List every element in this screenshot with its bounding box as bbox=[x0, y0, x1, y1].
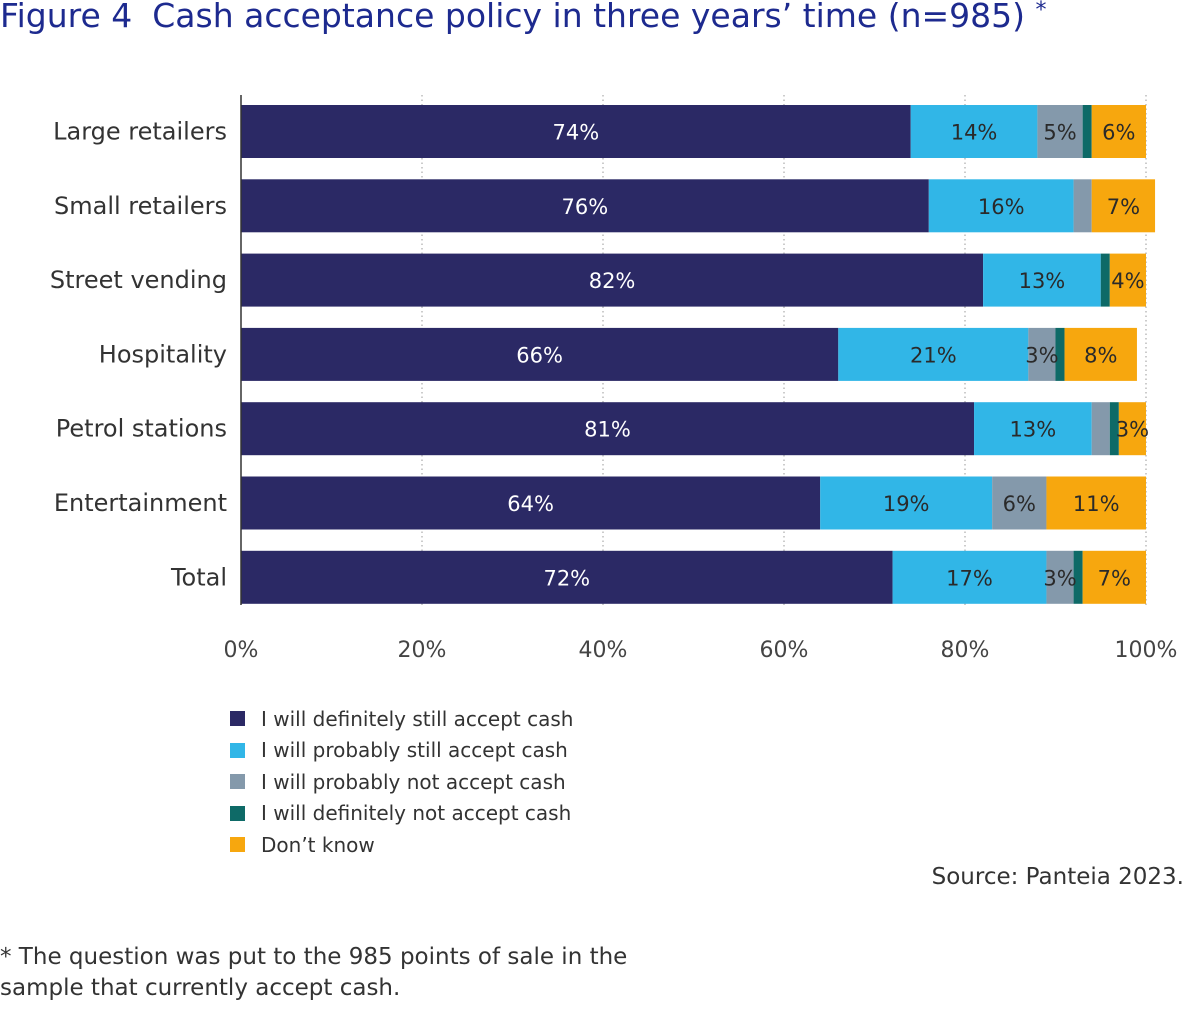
data-label: 7% bbox=[1098, 566, 1131, 590]
legend-swatch bbox=[230, 742, 245, 758]
data-label: 64% bbox=[507, 492, 554, 516]
bar-segment bbox=[1091, 105, 1146, 158]
data-label: 7% bbox=[1107, 195, 1140, 219]
x-tick-label: 80% bbox=[941, 638, 990, 663]
bar-segment bbox=[892, 550, 1047, 604]
title-asterisk: * bbox=[1035, 0, 1047, 23]
legend-swatch bbox=[230, 774, 245, 790]
category-label: Total bbox=[170, 563, 227, 591]
legend-swatch bbox=[230, 805, 245, 821]
bar-segment bbox=[1082, 550, 1146, 604]
bar-segment bbox=[1091, 179, 1156, 233]
data-label: 81% bbox=[584, 418, 631, 442]
stacked-bar-chart: Large retailers 74% 14% 5% 6% Small retailers… bbox=[50, 95, 1178, 663]
bar-segment bbox=[820, 476, 993, 530]
x-tick-label: 20% bbox=[398, 638, 447, 663]
bar-segment bbox=[992, 476, 1047, 530]
bar-segment bbox=[241, 402, 975, 456]
bar-segment bbox=[974, 402, 1092, 456]
bar-segment bbox=[910, 105, 1038, 158]
data-label: 66% bbox=[516, 343, 563, 367]
bar-segment bbox=[1118, 402, 1146, 456]
data-label: 16% bbox=[978, 195, 1025, 219]
data-label: 8% bbox=[1084, 343, 1117, 367]
category-label: Small retailers bbox=[54, 192, 227, 220]
category-label: Hospitality bbox=[99, 340, 227, 368]
legend: I will definitely still accept cash I wil… bbox=[230, 703, 573, 861]
bar-segment bbox=[1055, 327, 1065, 381]
bar-segment bbox=[1091, 402, 1110, 456]
data-label: 82% bbox=[589, 269, 636, 293]
bar-segment bbox=[241, 179, 929, 233]
legend-label: I will probably not accept cash bbox=[261, 769, 566, 794]
bar-segment bbox=[241, 105, 911, 158]
bar-segment bbox=[241, 327, 839, 381]
data-label: 4% bbox=[1111, 269, 1144, 293]
data-label: 72% bbox=[543, 566, 590, 590]
legend-label: I will probably still accept cash bbox=[261, 738, 568, 763]
bar-segment bbox=[241, 476, 821, 530]
chart-title: Cash acceptance policy in three years’ t… bbox=[152, 0, 1026, 35]
x-tick-label: 40% bbox=[579, 638, 628, 663]
bar-segment bbox=[1073, 550, 1083, 604]
figure-title: Figure 4 Cash acceptance policy in three … bbox=[0, 0, 1047, 35]
bar-segment bbox=[1109, 253, 1146, 307]
x-tick-label: 0% bbox=[224, 638, 259, 663]
axis-layer: 0% 20% 40% 60% 80% 100% bbox=[224, 95, 1178, 663]
legend-label: Don’t know bbox=[261, 832, 375, 857]
bar-segment bbox=[983, 253, 1101, 307]
category-label: Entertainment bbox=[54, 489, 227, 517]
legend-label: I will definitely not accept cash bbox=[261, 801, 572, 826]
data-label: 17% bbox=[946, 566, 993, 590]
bar-segment bbox=[241, 550, 893, 604]
x-tick-label: 60% bbox=[760, 638, 809, 663]
bar-segment bbox=[1109, 402, 1119, 456]
bar-segment bbox=[1028, 327, 1056, 381]
labels-layer: Large retailers 74% 14% 5% 6% Small retailers… bbox=[50, 118, 1149, 592]
figure-label: Figure 4 bbox=[0, 0, 133, 35]
bar-segment bbox=[1064, 327, 1137, 381]
legend-label: I will definitely still accept cash bbox=[261, 706, 574, 731]
data-label: 13% bbox=[1019, 269, 1066, 293]
data-label: 76% bbox=[562, 195, 609, 219]
data-label: 5% bbox=[1043, 121, 1076, 145]
x-tick-label: 100% bbox=[1115, 638, 1178, 663]
bar-segment bbox=[241, 253, 984, 307]
data-label: 6% bbox=[1102, 121, 1135, 145]
bars-layer bbox=[241, 105, 1156, 604]
legend-item: Don’t know bbox=[230, 829, 573, 861]
legend-item: I will probably still accept cash bbox=[230, 735, 573, 767]
bar-segment bbox=[1082, 105, 1092, 158]
data-label: 3% bbox=[1116, 418, 1149, 442]
legend-item: I will definitely not accept cash bbox=[230, 798, 573, 830]
category-label: Large retailers bbox=[53, 118, 227, 146]
bar-segment bbox=[1037, 105, 1083, 158]
bar-segment bbox=[1046, 476, 1146, 530]
source-note: Source: Panteia 2023. bbox=[931, 864, 1184, 890]
data-label: 3% bbox=[1025, 343, 1058, 367]
bar-segment bbox=[1046, 550, 1074, 604]
data-label: 3% bbox=[1043, 566, 1076, 590]
bar-segment bbox=[1100, 253, 1110, 307]
bar-segment bbox=[838, 327, 1029, 381]
legend-swatch bbox=[230, 837, 245, 853]
data-label: 11% bbox=[1073, 492, 1120, 516]
category-label: Petrol stations bbox=[56, 415, 227, 443]
data-label: 19% bbox=[883, 492, 930, 516]
data-label: 6% bbox=[1003, 492, 1036, 516]
data-label: 74% bbox=[553, 121, 600, 145]
legend-item: I will probably not accept cash bbox=[230, 766, 573, 798]
data-label: 21% bbox=[910, 343, 957, 367]
footnote: * The question was put to the 985 points… bbox=[0, 944, 628, 1001]
legend-item: I will definitely still accept cash bbox=[230, 703, 573, 735]
data-label: 14% bbox=[951, 121, 998, 145]
data-label: 13% bbox=[1010, 418, 1057, 442]
legend-swatch bbox=[230, 711, 245, 727]
category-label: Street vending bbox=[50, 266, 227, 294]
bar-segment bbox=[928, 179, 1074, 233]
bar-segment bbox=[1073, 179, 1092, 233]
